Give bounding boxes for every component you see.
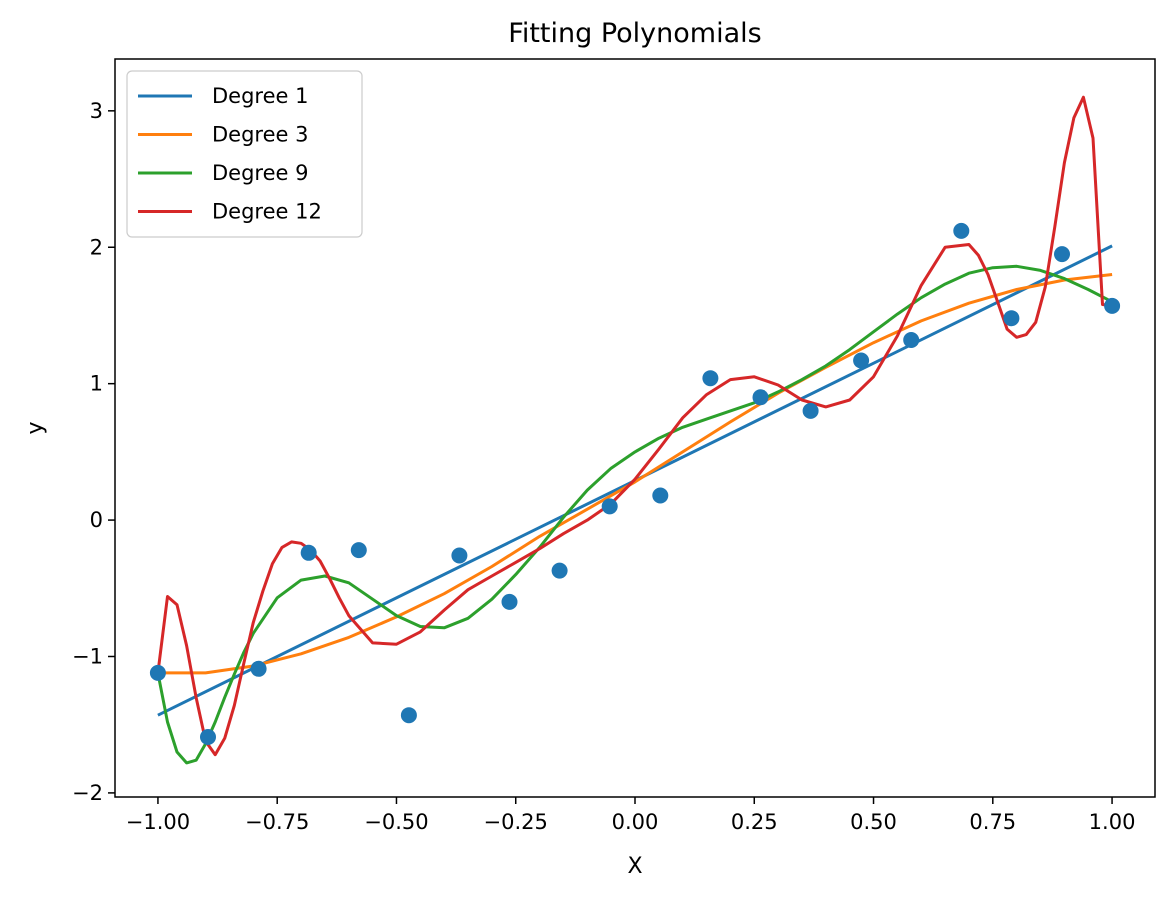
legend: Degree 1 Degree 3 Degree 9 Degree 12: [126, 70, 363, 238]
legend-label-3: Degree 9: [212, 161, 308, 185]
data-point: [802, 402, 819, 419]
y-tick-label: −2: [72, 781, 103, 805]
series-line-2: [157, 273, 1113, 675]
y-tick-label: 1: [90, 372, 103, 396]
data-point: [501, 593, 518, 610]
data-point: [903, 332, 920, 348]
y-tick-label: 2: [90, 235, 103, 259]
data-point: [953, 222, 970, 239]
y-axis-ticks: −2 −1 0 1 2 3: [72, 99, 115, 805]
data-point: [702, 370, 719, 387]
data-point: [451, 547, 468, 564]
series-line-3: [156, 264, 1113, 765]
data-point: [1003, 310, 1020, 327]
chart-title: Fitting Polynomials: [508, 18, 761, 49]
data-point: [250, 660, 267, 677]
y-axis-label: y: [23, 421, 48, 434]
x-axis-label: X: [627, 854, 642, 879]
legend-label-4: Degree 12: [212, 200, 322, 224]
legend-label-2: Degree 3: [212, 123, 308, 147]
legend-box: [126, 70, 363, 238]
x-tick-label: 0.00: [612, 810, 659, 834]
data-point: [601, 498, 618, 515]
series-line-4: [156, 95, 1113, 757]
scatter-points: [149, 222, 1121, 745]
data-point: [200, 729, 216, 745]
x-tick-label: −0.25: [484, 810, 548, 834]
y-tick-label: −1: [72, 644, 103, 668]
x-tick-label: 0.50: [850, 810, 897, 834]
data-point: [752, 389, 769, 406]
x-tick-label: −0.50: [364, 810, 428, 834]
x-tick-label: 0.75: [969, 810, 1016, 834]
series-lines: [156, 95, 1113, 765]
data-point: [551, 562, 568, 579]
x-tick-label: 1.00: [1089, 810, 1136, 834]
x-tick-label: 0.25: [731, 810, 778, 834]
data-point: [350, 542, 367, 559]
x-tick-label: −1.00: [126, 810, 190, 834]
y-tick-label: 3: [90, 99, 103, 123]
data-point: [853, 352, 870, 369]
x-tick-label: −0.75: [245, 810, 309, 834]
data-point: [400, 707, 417, 724]
data-point: [1104, 297, 1121, 314]
data-point: [149, 664, 166, 681]
legend-label-1: Degree 1: [212, 84, 308, 108]
y-tick-label: 0: [90, 508, 103, 532]
data-point: [300, 544, 317, 561]
data-point: [652, 487, 669, 504]
data-point: [1054, 246, 1070, 263]
x-axis-ticks: −1.00 −0.75 −0.50 −0.25 0.00 0.25 0.50 0.75 1.00: [126, 797, 1136, 834]
